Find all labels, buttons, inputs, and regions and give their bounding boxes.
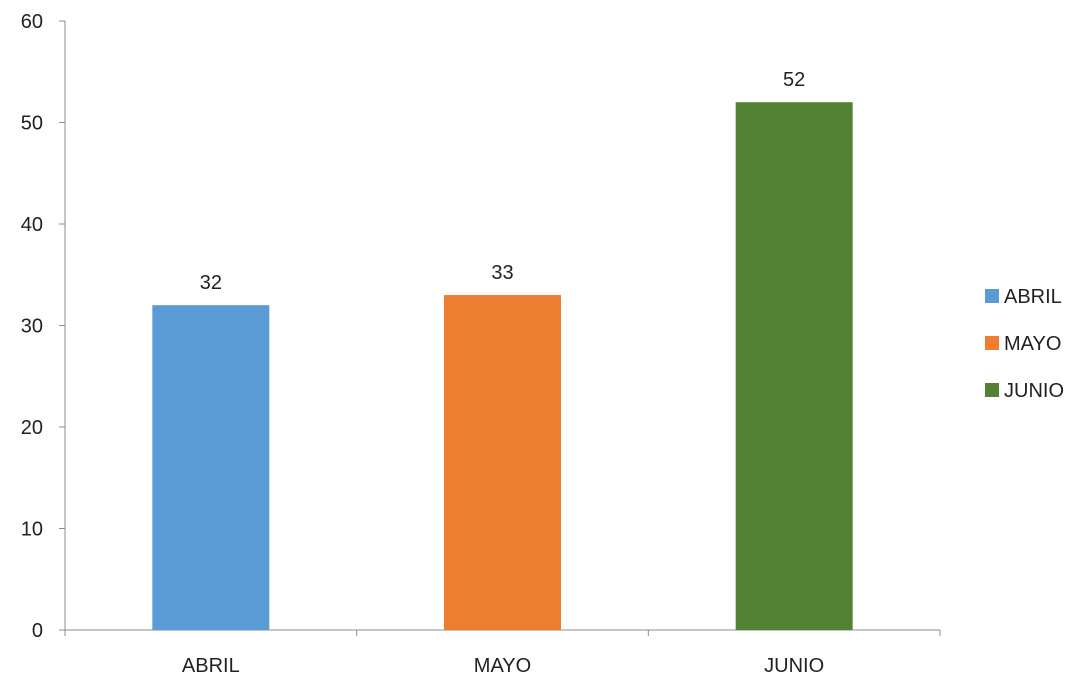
legend-label-abril: ABRIL — [1004, 286, 1062, 308]
y-tick-label: 60 — [21, 11, 43, 33]
legend-label-junio: JUNIO — [1004, 380, 1064, 402]
x-tick-label: MAYO — [474, 655, 531, 675]
data-label-junio: 52 — [783, 69, 805, 91]
legend-label-mayo: MAYO — [1004, 333, 1061, 355]
data-label-abril: 32 — [200, 272, 222, 294]
data-labels: 32 33 52 — [200, 69, 806, 294]
y-tick-label: 30 — [21, 316, 43, 338]
y-tick-label: 0 — [32, 620, 43, 642]
bar-abril — [152, 305, 270, 630]
y-tick-label: 40 — [21, 214, 43, 236]
y-tick-label: 50 — [21, 113, 43, 135]
y-tick-label: 10 — [21, 519, 43, 541]
x-tick-label: ABRIL — [182, 655, 240, 675]
legend: ABRIL MAYO JUNIO — [985, 286, 1064, 402]
bar-junio — [735, 102, 853, 630]
legend-swatch-abril — [985, 289, 999, 303]
data-label-mayo: 33 — [491, 262, 513, 284]
x-axis: ABRIL MAYO JUNIO — [64, 629, 941, 675]
x-tick-label: JUNIO — [764, 655, 824, 675]
bars — [152, 102, 853, 630]
legend-swatch-junio — [985, 383, 999, 397]
y-axis: 0 10 20 30 40 50 60 — [21, 11, 66, 642]
y-tick-label: 20 — [21, 417, 43, 439]
legend-swatch-mayo — [985, 336, 999, 350]
bar-mayo — [444, 295, 561, 630]
